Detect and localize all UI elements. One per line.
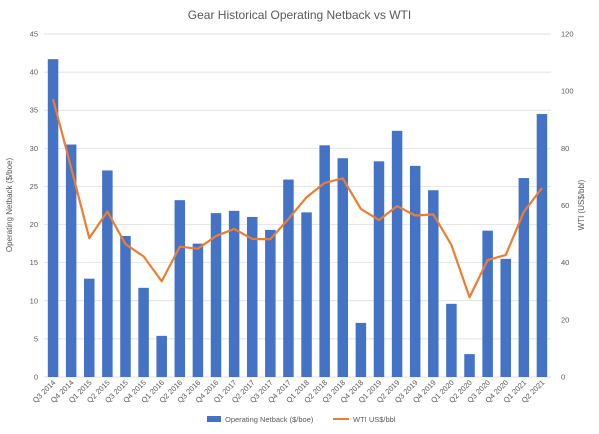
- legend-label-wti: WTI US$/bbl: [353, 415, 396, 424]
- y-tick-label: 30: [30, 144, 38, 153]
- bar: [536, 114, 548, 378]
- y-tick-label: 10: [30, 296, 38, 305]
- legend-label-netback: Operating Netback ($/boe): [225, 415, 314, 424]
- y2-axis-label: WTI (US$/bbl): [577, 179, 586, 230]
- gridlines: [44, 33, 551, 378]
- bar: [409, 165, 421, 377]
- bar: [102, 170, 113, 377]
- line-series: [51, 98, 543, 299]
- bar: [337, 158, 349, 377]
- y-tick-label: 20: [30, 220, 38, 229]
- y2-tick-label: 120: [561, 30, 574, 39]
- bar: [228, 210, 240, 377]
- bar: [355, 322, 367, 377]
- bar: [84, 278, 95, 377]
- y-tick-label: 5: [34, 334, 38, 343]
- y2-tick-label: 20: [561, 315, 569, 324]
- bar: [500, 258, 511, 377]
- bar: [446, 303, 457, 377]
- legend-swatch-netback: [207, 416, 221, 422]
- bar: [319, 145, 330, 377]
- bar: [192, 243, 204, 377]
- y-tick-label: 25: [30, 182, 38, 191]
- bar: [518, 178, 530, 377]
- y2-tick-label: 0: [561, 373, 565, 382]
- y2-axis-ticks: 0 20 40 60 80 100 120: [561, 30, 574, 382]
- y2-tick-label: 100: [561, 87, 574, 96]
- y2-tick-label: 80: [561, 144, 569, 153]
- bar: [156, 335, 167, 377]
- bar: [47, 59, 59, 378]
- bar: [283, 179, 294, 377]
- y-tick-label: 35: [30, 106, 38, 115]
- y-axis-ticks: 0 5 10 15 20 25 30 35 40 45: [30, 30, 38, 382]
- bar: [120, 235, 131, 377]
- bar: [265, 229, 276, 377]
- bar: [210, 213, 222, 377]
- bar: [464, 354, 475, 377]
- bar: [373, 161, 385, 377]
- legend: Operating Netback ($/boe) WTI US$/bbl: [207, 415, 396, 424]
- chart-title: Gear Historical Operating Netback vs WTI: [188, 8, 411, 22]
- y-tick-label: 15: [30, 258, 38, 267]
- wti-line: [51, 98, 543, 299]
- y-tick-label: 40: [30, 68, 38, 77]
- bar: [65, 144, 77, 377]
- bar-series: [47, 59, 548, 378]
- y2-tick-label: 40: [561, 258, 569, 267]
- bar: [391, 130, 403, 377]
- y-axis-label: Operating Netback ($/boe): [5, 158, 14, 253]
- y-tick-label: 0: [34, 373, 38, 382]
- bar: [482, 230, 493, 377]
- y2-tick-label: 60: [561, 201, 569, 210]
- bar: [174, 200, 186, 377]
- bar: [428, 190, 439, 377]
- bar: [138, 287, 149, 377]
- bar: [301, 212, 312, 377]
- y-tick-label: 45: [30, 30, 38, 39]
- bar: [246, 216, 258, 377]
